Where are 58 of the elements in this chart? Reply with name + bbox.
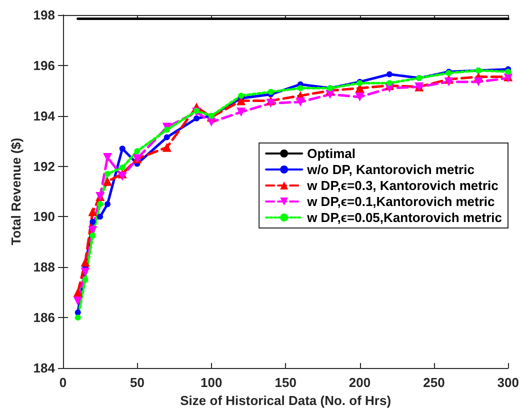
point — [97, 201, 104, 208]
point — [104, 170, 111, 177]
x-tick-label: 100 — [200, 375, 222, 390]
point — [238, 92, 244, 99]
point — [194, 108, 200, 114]
point — [82, 276, 88, 283]
y-tick-label: 192 — [33, 158, 55, 174]
y-tick-label: 188 — [33, 260, 55, 275]
y-tick-label: 198 — [33, 8, 55, 22]
x-tick-label: 150 — [274, 375, 296, 390]
point — [104, 201, 111, 208]
legend-label: w/o DP, Kantorovich metric — [306, 162, 474, 177]
point — [90, 218, 96, 225]
point — [74, 310, 81, 316]
y-tick-label: 194 — [33, 108, 56, 124]
point — [266, 98, 276, 108]
point — [134, 148, 140, 154]
point — [386, 80, 392, 86]
point — [80, 268, 90, 277]
point — [73, 288, 82, 297]
point — [355, 92, 364, 102]
point — [88, 207, 98, 216]
legend-label: w DP,ϵ=0.3, Kantorovich metric — [306, 178, 498, 193]
point — [90, 232, 96, 239]
point — [194, 115, 200, 122]
x-axis-title: Size of Historical Data (No. of Hrs) — [180, 392, 392, 408]
point — [386, 71, 392, 78]
point — [236, 108, 246, 117]
point — [97, 214, 104, 220]
point — [297, 85, 304, 92]
point — [164, 134, 170, 140]
x-tick-label: 200 — [348, 375, 371, 390]
point — [73, 296, 82, 306]
x-tick-label: 250 — [423, 375, 445, 390]
y-tick-label: 190 — [33, 209, 55, 224]
point — [505, 68, 512, 75]
point — [296, 97, 305, 106]
point — [74, 314, 81, 321]
point — [268, 88, 274, 95]
legend-label: w DP,ϵ=0.05,Kantorovich metric — [306, 210, 502, 225]
y-tick-label: 186 — [33, 310, 55, 326]
legend-label: w DP,ϵ=0.1,Kantorovich metric — [306, 194, 495, 209]
y-tick-label: 196 — [33, 58, 55, 73]
point — [164, 126, 170, 133]
point — [119, 164, 126, 171]
point — [444, 77, 454, 86]
point — [103, 152, 112, 162]
point — [118, 172, 127, 181]
x-tick-label: 300 — [497, 375, 520, 390]
y-axis-title: Total Revenue ($) — [8, 138, 24, 246]
x-tick-label: 50 — [130, 375, 144, 390]
point — [474, 77, 483, 86]
x-tick-label: 0 — [59, 375, 67, 390]
legend-label: Optimal — [307, 146, 356, 161]
point — [162, 142, 172, 152]
point — [119, 146, 126, 152]
point — [103, 176, 112, 186]
y-tick-label: 184 — [33, 360, 56, 376]
